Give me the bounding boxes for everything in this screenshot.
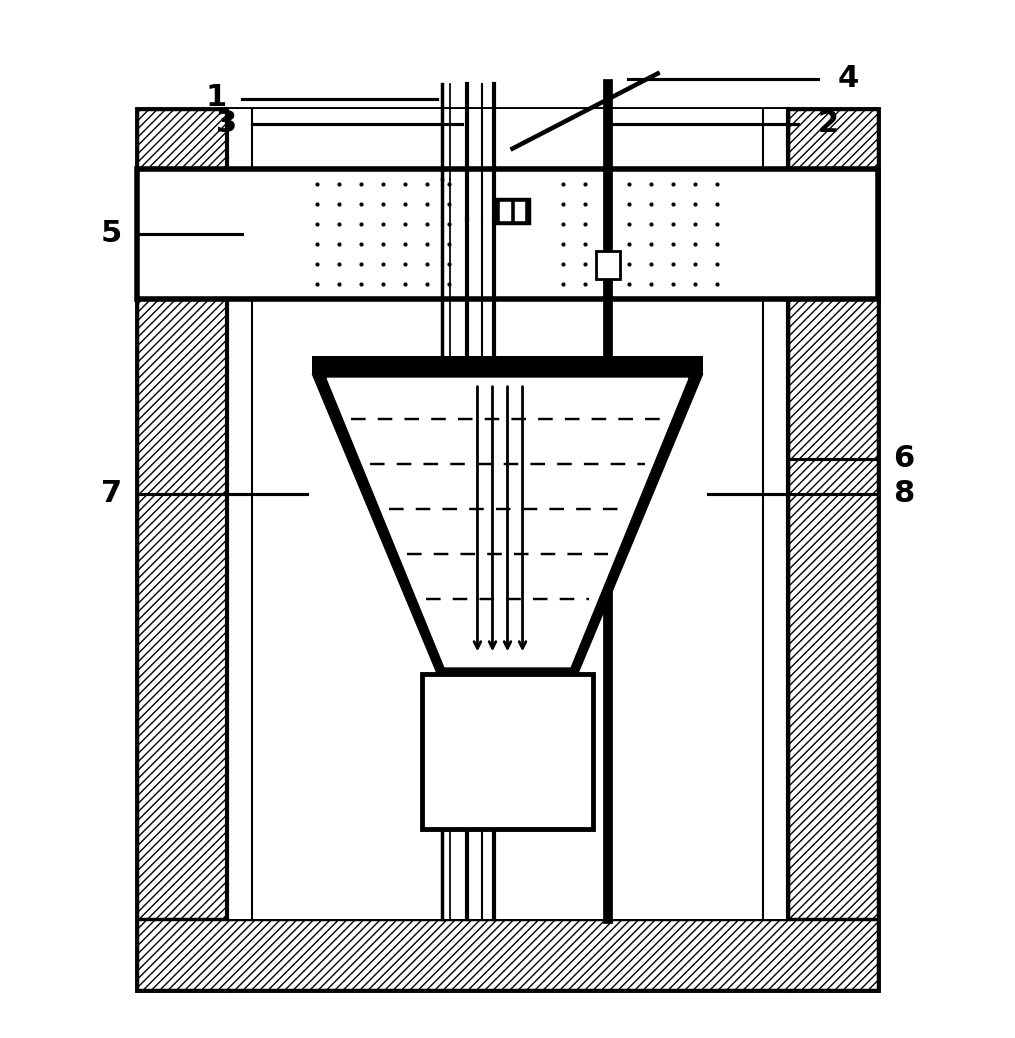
Text: 1: 1: [206, 83, 227, 112]
Polygon shape: [313, 374, 702, 674]
Polygon shape: [327, 378, 688, 666]
Bar: [788, 109, 878, 989]
Bar: [497, 198, 530, 223]
Text: 2: 2: [818, 109, 839, 138]
Bar: [227, 109, 788, 920]
Bar: [137, 920, 878, 989]
Text: 4: 4: [837, 64, 859, 93]
Bar: [137, 168, 878, 299]
Bar: [422, 674, 593, 829]
Text: 8: 8: [893, 480, 915, 509]
Text: 5: 5: [100, 219, 122, 248]
Text: 6: 6: [893, 444, 915, 473]
Bar: [515, 201, 525, 221]
Bar: [137, 109, 878, 989]
Text: 3: 3: [216, 109, 238, 138]
Text: 7: 7: [100, 480, 122, 509]
Bar: [500, 201, 511, 221]
Bar: [137, 109, 227, 989]
Bar: [596, 251, 619, 279]
Bar: [313, 356, 702, 374]
